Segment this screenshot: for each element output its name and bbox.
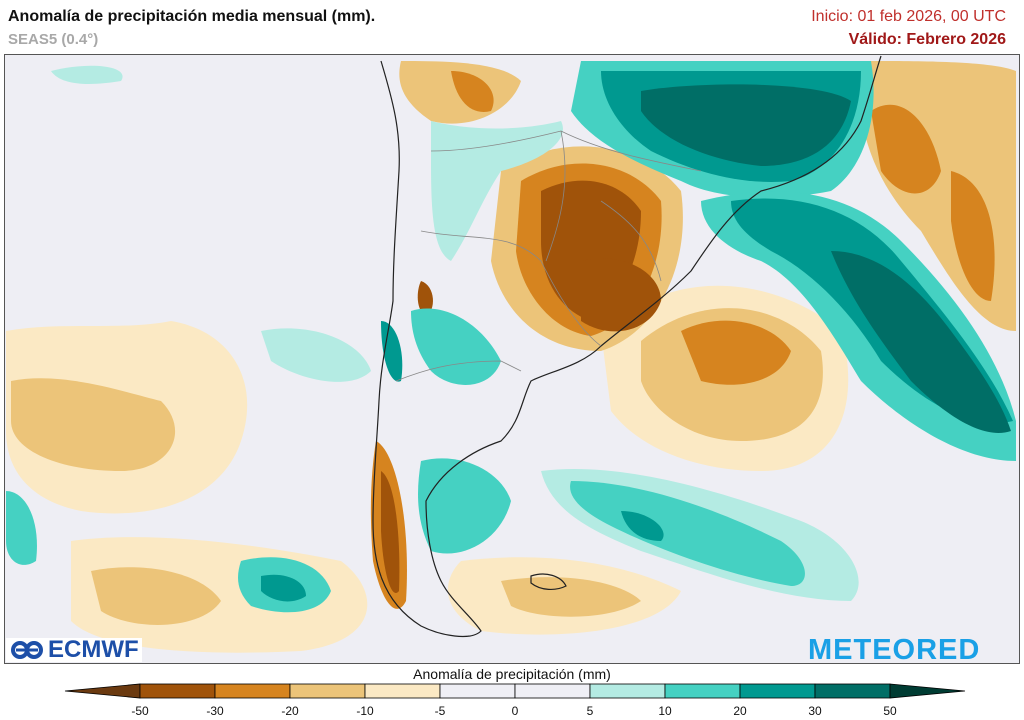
anomaly-map: [4, 54, 1020, 664]
colorbar-tick-label: -50: [131, 704, 149, 718]
borders: [395, 130, 702, 382]
colorbar-bin: [739, 683, 816, 699]
colorbar-tick-label: 0: [511, 704, 519, 718]
colorbar-tick-label: -20: [281, 704, 299, 718]
colorbar-max-arrow: [889, 683, 966, 699]
model-label: SEAS5 (0.4°): [8, 31, 99, 48]
colorbar-bin: [439, 683, 516, 699]
valid-time: Válido: Febrero 2026: [848, 31, 1006, 48]
colorbar-tick-label: 30: [808, 704, 822, 718]
colorbar-bin: [664, 683, 741, 699]
colorbar-bin: [214, 683, 291, 699]
ecmwf-wordmark: ECMWF: [48, 636, 139, 663]
ecmwf-logo: ECMWF: [6, 636, 142, 663]
colorbar-bin: [139, 683, 216, 699]
dry-anomalies: [6, 61, 1016, 653]
colorbar-bin: [814, 683, 891, 699]
wet-anomalies: [6, 61, 1016, 613]
colorbar-title: Anomalía de precipitación (mm): [413, 666, 611, 682]
ecmwf-emblem-icon: [11, 641, 43, 659]
colorbar-tick-label: 50: [883, 704, 897, 718]
meteored-logo: METEORED: [808, 634, 981, 666]
colorbar-tick-label: -30: [206, 704, 224, 718]
colorbar-tick-label: 10: [658, 704, 672, 718]
init-time: Inicio: 01 feb 2026, 00 UTC: [811, 8, 1006, 25]
colorbar-bin: [364, 683, 441, 699]
colorbar-tick-label: 5: [586, 704, 594, 718]
colorbar-tick-label: 20: [733, 704, 747, 718]
map-canvas: [6, 55, 1016, 653]
colorbar-bin: [289, 683, 366, 699]
colorbar: [64, 683, 966, 699]
colorbar-bin: [589, 683, 666, 699]
colorbar-bin: [514, 683, 591, 699]
coastlines: [372, 55, 882, 637]
colorbar-min-arrow: [64, 683, 141, 699]
colorbar-tick-label: -10: [356, 704, 374, 718]
colorbar-tick-label: -5: [434, 704, 446, 718]
map-title: Anomalía de precipitación media mensual …: [8, 8, 376, 25]
